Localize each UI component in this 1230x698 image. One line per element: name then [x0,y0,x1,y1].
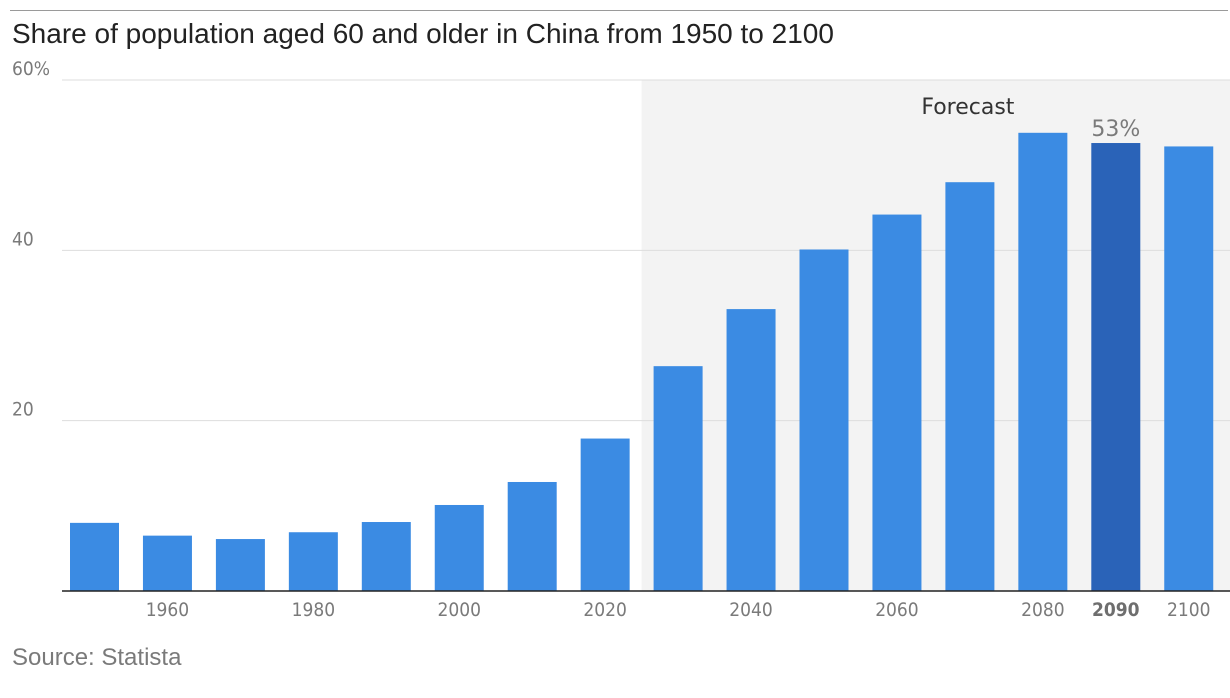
bar-2090 [1091,143,1141,592]
y-tick-label-40: 40 [12,228,34,250]
bar-1990 [361,522,411,591]
x-tick-label-2060: 2060 [875,599,919,621]
x-tick-label-2000: 2000 [438,599,482,621]
bar-2040 [726,309,776,591]
y-tick-label-20: 20 [12,399,34,421]
chart-title: Share of population aged 60 and older in… [12,18,834,49]
highlight-value-label: 53% [1091,117,1140,142]
bar-2010 [507,481,557,591]
source-note: Source: Statista [12,644,182,671]
bar-1980 [288,532,338,591]
bar-2050 [799,249,849,591]
y-tick-label-60: 60% [12,58,50,80]
top-rule [10,10,1228,11]
x-tick-label-2090: 2090 [1092,599,1140,621]
bar-2030 [653,366,703,591]
bar-2000 [434,504,484,591]
bar-2020 [580,438,630,591]
x-tick-label-2080: 2080 [1021,599,1065,621]
forecast-label: Forecast [921,95,1014,120]
x-tick-label-1980: 1980 [292,599,336,621]
bar-2080 [1018,132,1068,591]
bar-1950 [70,522,119,591]
x-tick-label-2100: 2100 [1167,599,1211,621]
x-tick-label-2040: 2040 [729,599,773,621]
bar-2060 [872,214,922,591]
bar-2070 [945,182,995,591]
bar-1970 [215,539,265,591]
x-tick-label-1960: 1960 [146,599,190,621]
bar-1960 [142,535,192,591]
bar-2100 [1164,146,1214,591]
x-tick-label-2020: 2020 [583,599,627,621]
